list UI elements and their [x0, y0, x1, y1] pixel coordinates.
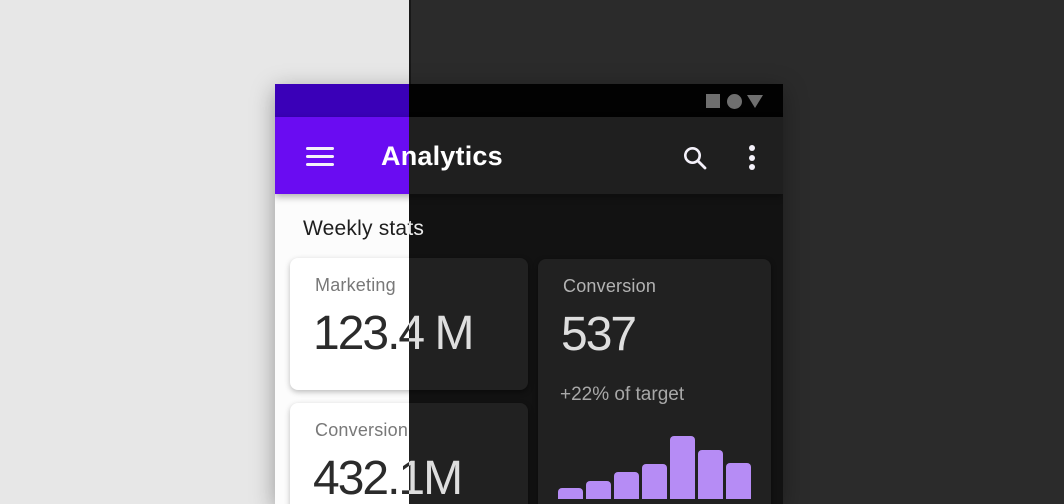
app-title: Analytics — [381, 141, 409, 171]
card-label: Conversion — [563, 276, 657, 296]
overflow-dot — [749, 145, 755, 151]
status-bar — [275, 84, 409, 117]
app-bar: Analytics — [381, 117, 783, 194]
circle-icon[interactable] — [727, 94, 742, 109]
section-title: Weekly stats — [409, 217, 424, 241]
card-label: Marketing — [315, 275, 396, 295]
chart-bar — [558, 488, 583, 499]
search-glyph — [684, 147, 707, 170]
hamburger-bar — [306, 163, 334, 166]
hamburger-bar — [306, 155, 334, 158]
chart-bar — [586, 481, 611, 499]
conversion-bar-chart — [558, 436, 751, 499]
stat-card-conversion-2[interactable]: Conversion 432.1M — [409, 403, 528, 504]
status-bar — [409, 84, 783, 117]
card-value: 123.4 M — [313, 307, 473, 360]
phone-mockup: Analytics Weekly stats Marketing 123.4 M — [275, 84, 783, 504]
triangle-icon[interactable] — [747, 95, 763, 108]
stat-card-marketing[interactable]: Marketing 123.4 M — [290, 258, 473, 390]
chart-bar — [698, 450, 723, 499]
phone-light-theme-layer: Analytics Weekly stats Marketing 123.4 M — [275, 84, 473, 504]
card-label: Conversion — [315, 420, 409, 440]
stat-card-marketing[interactable]: Marketing 123.4 M — [409, 258, 528, 390]
stat-card-conversion-2[interactable]: Conversion 432.1M — [290, 403, 462, 504]
overflow-dot — [749, 164, 755, 170]
stat-card-conversion[interactable]: Conversion 537 +22% of target — [538, 259, 771, 504]
app-bar: Analytics — [275, 117, 409, 194]
card-value: 123.4 M — [409, 308, 474, 360]
chart-bar — [642, 464, 667, 499]
card-delta: +22% of target — [560, 384, 685, 405]
card-value: 432.1M — [409, 453, 463, 504]
app-title: Analytics — [381, 141, 503, 171]
chart-bar — [670, 436, 695, 499]
hamburger-bar — [306, 147, 334, 150]
chart-bar — [614, 472, 639, 499]
menu-icon[interactable] — [306, 147, 334, 166]
search-icon[interactable] — [681, 144, 709, 172]
overflow-menu-icon[interactable] — [746, 145, 758, 171]
card-value: 537 — [561, 308, 637, 361]
card-value: 432.1M — [313, 452, 462, 504]
overflow-dot — [749, 154, 755, 161]
chart-bar — [726, 463, 751, 499]
square-icon[interactable] — [706, 94, 720, 108]
phone-dark-theme-layer: Analytics Weekly stats Marketing 123.4 M — [381, 84, 783, 504]
section-title: Weekly stats — [303, 217, 425, 240]
